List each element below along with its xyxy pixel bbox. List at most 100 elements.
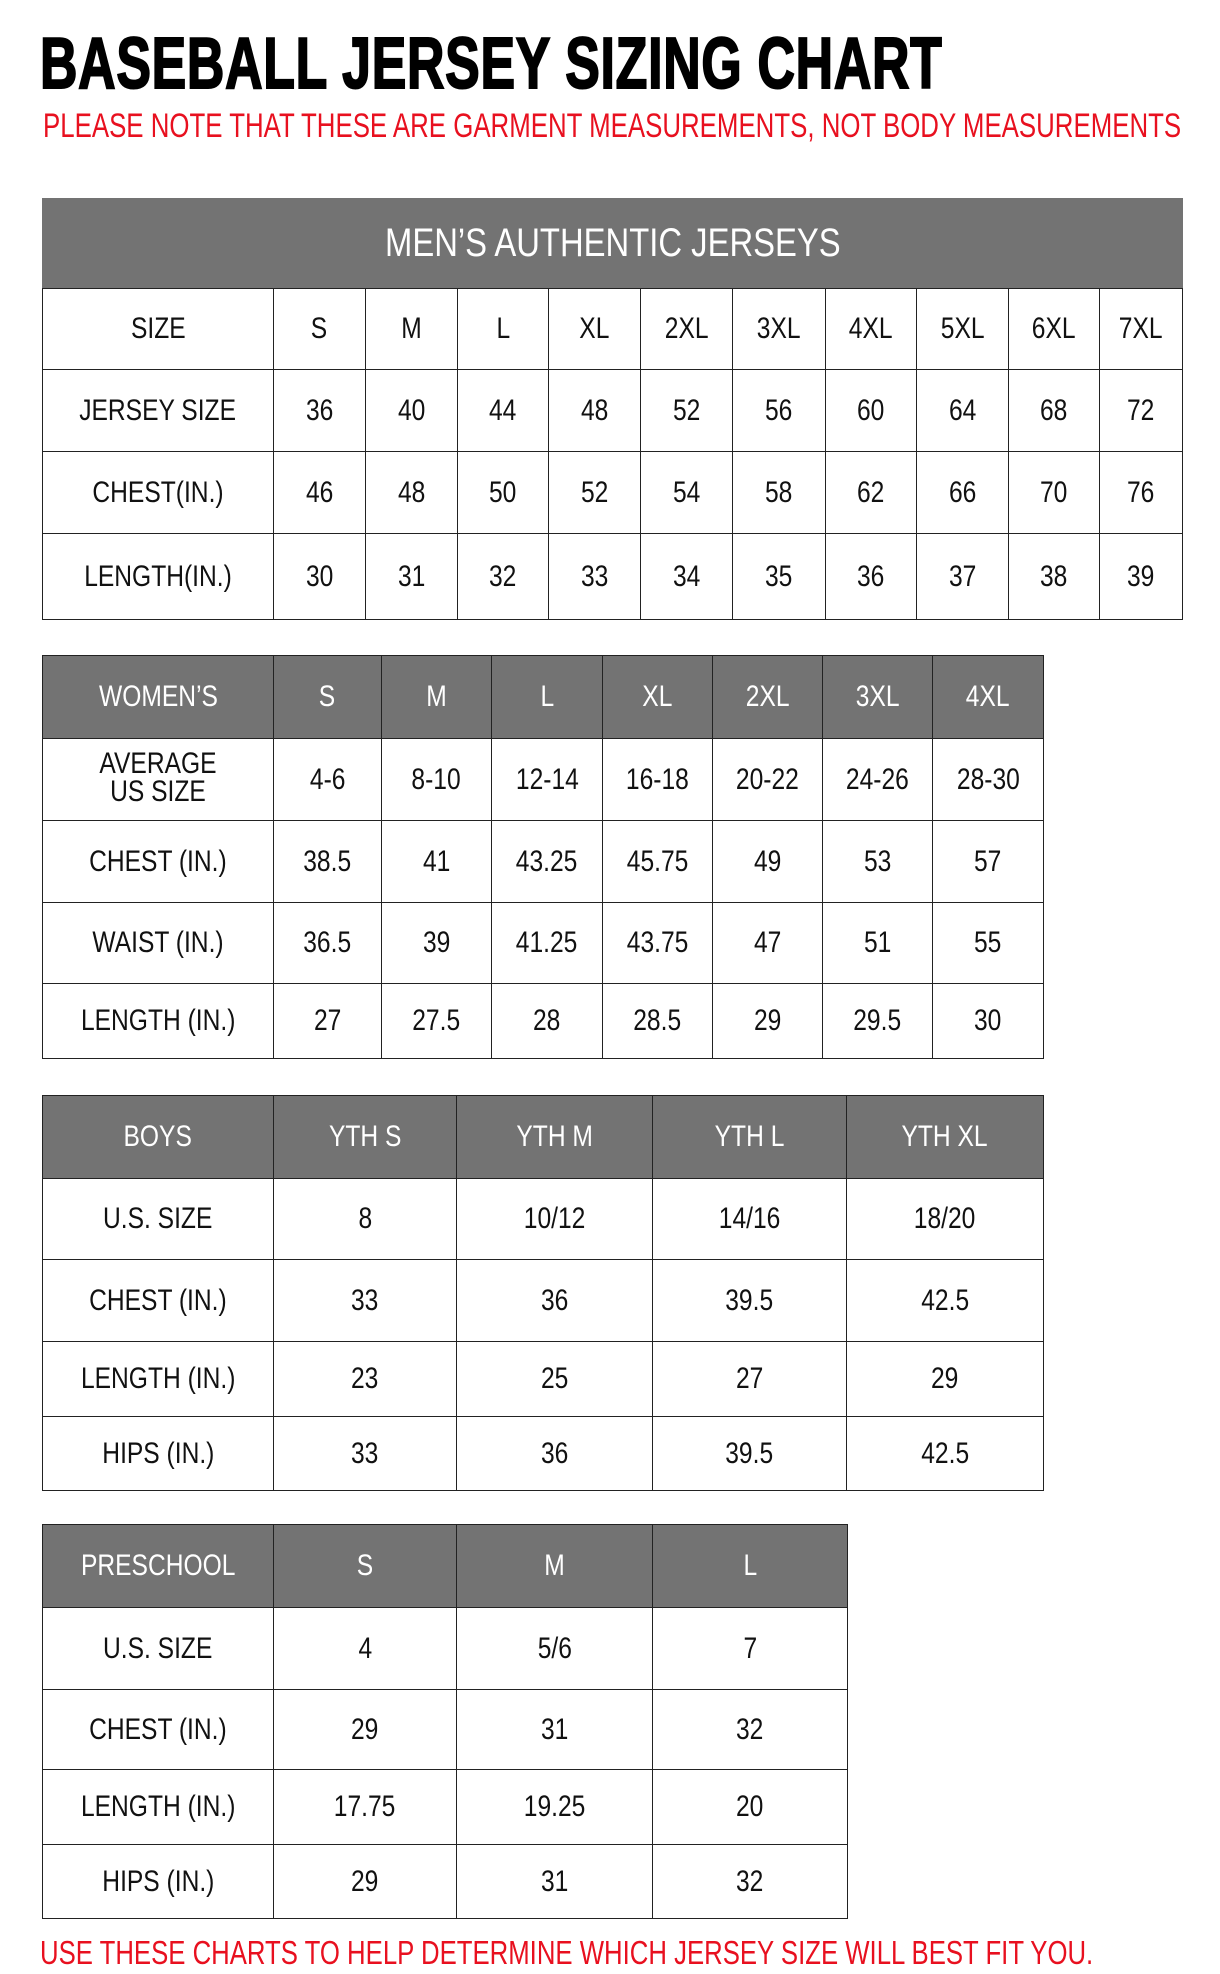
cell-text: 70 bbox=[1040, 475, 1068, 509]
value-cell: 4-6 bbox=[273, 738, 382, 821]
value-cell: 7 bbox=[652, 1607, 848, 1690]
value-cell: 35 bbox=[732, 533, 826, 620]
cell-text: 7XL bbox=[1119, 312, 1163, 345]
cell-text: 55 bbox=[974, 926, 1002, 959]
cell-text: CHEST (IN.) bbox=[89, 1712, 227, 1746]
value-cell: 52 bbox=[640, 369, 733, 452]
header-cell: L bbox=[652, 1524, 848, 1608]
value-cell: 56 bbox=[732, 369, 826, 452]
header-cell: YTH L bbox=[652, 1095, 847, 1179]
value-cell: 43.25 bbox=[491, 820, 603, 903]
value-cell: 29.5 bbox=[822, 983, 933, 1059]
cell-text: LENGTH(IN.) bbox=[84, 559, 232, 593]
cell-text: XL bbox=[579, 312, 610, 345]
value-cell: 33 bbox=[273, 1259, 457, 1342]
value-cell: 39 bbox=[381, 902, 492, 984]
cell-text: 32 bbox=[736, 1712, 764, 1746]
value-cell: 28.5 bbox=[602, 983, 713, 1059]
value-cell: 34 bbox=[640, 533, 733, 620]
cell-text: 47 bbox=[753, 926, 782, 959]
header-cell: 6XL bbox=[1008, 288, 1100, 370]
cell-text: U.S. SIZE bbox=[103, 1631, 213, 1665]
cell-text: HIPS (IN.) bbox=[101, 1436, 215, 1470]
footer-note: USE THESE CHARTS TO HELP DETERMINE WHICH… bbox=[40, 1934, 1094, 1971]
header-cell: 5XL bbox=[916, 288, 1009, 370]
header-cell: S bbox=[273, 288, 366, 370]
cell-text: 23 bbox=[351, 1362, 379, 1395]
row-label-cell: HIPS (IN.) bbox=[42, 1416, 274, 1491]
cell-text: 8 bbox=[358, 1202, 372, 1235]
cell-text: 30 bbox=[974, 1004, 1002, 1037]
cell-text: 45.75 bbox=[626, 844, 689, 878]
table-row: U.S. SIZE 8 10/12 14/16 18/20 bbox=[42, 1178, 1044, 1260]
row-label-cell: LENGTH (IN.) bbox=[42, 1769, 274, 1845]
cell-text: AVERAGE US SIZE bbox=[99, 747, 217, 808]
cell-text: 28.5 bbox=[633, 1004, 682, 1037]
cell-text: 52 bbox=[580, 475, 609, 509]
value-cell: 51 bbox=[822, 902, 933, 984]
header-cell: 4XL bbox=[825, 288, 917, 370]
cell-text: YTH XL bbox=[901, 1120, 989, 1153]
header-cell: 4XL bbox=[932, 655, 1044, 739]
table-row: U.S. SIZE 4 5/6 7 bbox=[42, 1607, 848, 1690]
cell-text: 32 bbox=[489, 559, 517, 593]
caption-text: MEN’S AUTHENTIC JERSEYS bbox=[384, 221, 841, 265]
cell-text: PRESCHOOL bbox=[80, 1549, 236, 1582]
value-cell: 42.5 bbox=[846, 1416, 1044, 1491]
header-cell: S bbox=[273, 655, 382, 739]
preschool-sizing-table: PRESCHOOL S M L U.S. SIZE 4 5/6 7 CHEST (IN.) 29 3… bbox=[42, 1524, 848, 1919]
value-cell: 47 bbox=[712, 902, 823, 984]
value-cell: 64 bbox=[916, 369, 1009, 452]
value-cell: 45.75 bbox=[602, 820, 713, 903]
value-cell: 29 bbox=[273, 1844, 457, 1919]
cell-text: 48 bbox=[397, 475, 426, 509]
value-cell: 54 bbox=[640, 451, 733, 534]
cell-text: 4 bbox=[358, 1631, 372, 1665]
value-cell: 70 bbox=[1008, 451, 1100, 534]
cell-text: 41.25 bbox=[516, 926, 578, 959]
header-cell: WOMEN’S bbox=[42, 655, 274, 739]
cell-text: M bbox=[401, 312, 422, 345]
cell-text: 16-18 bbox=[626, 762, 689, 796]
row-label-cell: JERSEY SIZE bbox=[42, 369, 274, 452]
cell-text: L bbox=[540, 680, 554, 713]
cell-text: 33 bbox=[580, 559, 609, 593]
cell-text: JERSEY SIZE bbox=[79, 393, 237, 427]
cell-text: 5XL bbox=[940, 312, 985, 345]
cell-text: 28-30 bbox=[956, 762, 1020, 796]
row-label-cell: AVERAGE US SIZE bbox=[42, 738, 274, 821]
cell-text: 20-22 bbox=[736, 762, 799, 796]
value-cell: 18/20 bbox=[846, 1178, 1044, 1260]
cell-text: 28 bbox=[533, 1004, 561, 1037]
value-cell: 25 bbox=[456, 1341, 653, 1417]
cell-text: 18/20 bbox=[914, 1202, 976, 1235]
value-cell: 31 bbox=[456, 1689, 653, 1770]
header-cell: S bbox=[273, 1524, 457, 1608]
cell-text: 17.75 bbox=[334, 1790, 396, 1823]
value-cell: 36 bbox=[456, 1416, 653, 1491]
value-cell: 28-30 bbox=[932, 738, 1044, 821]
header-cell: SIZE bbox=[42, 288, 274, 370]
table-row: LENGTH (IN.) 17.75 19.25 20 bbox=[42, 1769, 848, 1845]
header-cell: PRESCHOOL bbox=[42, 1524, 274, 1608]
cell-text: 60 bbox=[857, 393, 885, 427]
row-label-cell: U.S. SIZE bbox=[42, 1607, 274, 1690]
value-cell: 16-18 bbox=[602, 738, 713, 821]
header-cell: L bbox=[491, 655, 603, 739]
cell-text: CHEST (IN.) bbox=[89, 844, 227, 878]
table-row: LENGTH (IN.) 27 27.5 28 28.5 29 29.5 30 bbox=[42, 983, 1044, 1059]
cell-text: YTH S bbox=[328, 1120, 402, 1153]
cell-text: 7 bbox=[743, 1631, 757, 1665]
value-cell: 17.75 bbox=[273, 1769, 457, 1845]
cell-text: 32 bbox=[736, 1864, 764, 1898]
value-cell: 24-26 bbox=[822, 738, 933, 821]
cell-text: 72 bbox=[1127, 393, 1155, 427]
mens-sizing-table: MEN’S AUTHENTIC JERSEYS SIZE S M L XL 2XL 3XL 4X… bbox=[41, 198, 1184, 620]
table-caption: MEN’S AUTHENTIC JERSEYS bbox=[41, 198, 1184, 289]
header-row: SIZE S M L XL 2XL 3XL 4XL 5XL 6XL 7XL bbox=[42, 288, 1184, 370]
value-cell: 8 bbox=[273, 1178, 457, 1260]
cell-text: 42.5 bbox=[921, 1283, 969, 1317]
header-cell: YTH XL bbox=[846, 1095, 1044, 1179]
value-cell: 40 bbox=[365, 369, 458, 452]
cell-text: 48 bbox=[580, 393, 609, 427]
